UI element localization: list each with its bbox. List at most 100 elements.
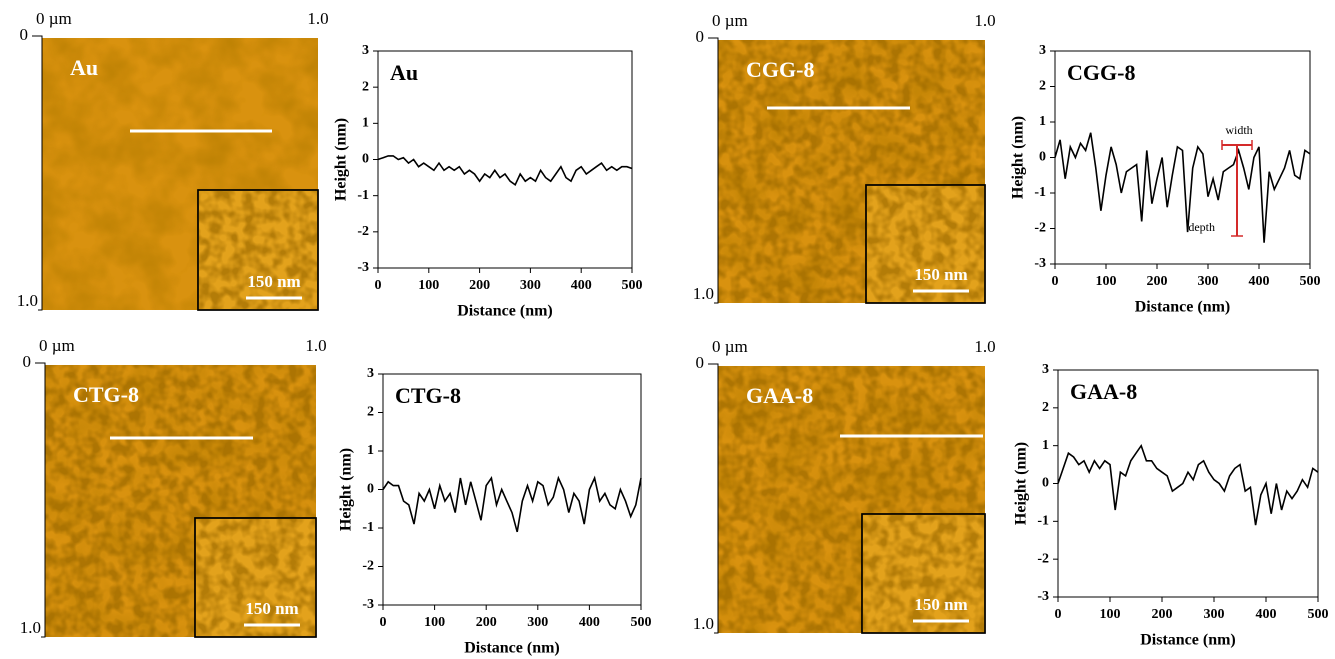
y-tick-label: -3 <box>1037 589 1049 604</box>
plot-frame <box>382 373 642 606</box>
image-axis <box>708 37 719 304</box>
profile-line <box>377 155 633 187</box>
profile-line <box>1054 132 1311 243</box>
image-label: Au <box>70 55 98 80</box>
inset-texture <box>198 190 318 310</box>
chart-title: CTG-8 <box>395 383 461 408</box>
y-tick-label: -3 <box>362 597 374 612</box>
plot-frame <box>1057 369 1319 598</box>
profile-line <box>382 475 642 533</box>
annotation: depth <box>1188 220 1215 234</box>
x-tick-label: 100 <box>418 278 439 293</box>
x-tick-label: 500 <box>1300 274 1321 289</box>
y-tick-label: -2 <box>362 559 374 574</box>
profile-chart: -3 -2 -1 0 1 2 3 0 100 200 300 400 500 Distance (nm) H… <box>338 366 652 656</box>
x-tick-label: 100 <box>424 615 445 630</box>
afm-image: 150 nm GAA-8 0 µm 1.0 0 1.0 <box>693 337 996 634</box>
inset-border <box>194 517 317 638</box>
image-label: CTG-8 <box>73 382 139 407</box>
inset-border <box>865 184 986 304</box>
profile-line <box>1057 443 1319 526</box>
y-tick-label: 1 <box>1042 438 1049 453</box>
scale-bar-label: 150 nm <box>914 595 967 614</box>
inset-border <box>197 189 319 311</box>
x-tick-label: 0 <box>375 278 382 293</box>
x-axis-title: Distance (nm) <box>1135 299 1231 316</box>
y-axis-end: 1.0 <box>20 618 41 637</box>
x-tick-label: 200 <box>469 278 490 293</box>
y-tick-label: 1 <box>362 116 369 131</box>
x-tick-label: 200 <box>1152 607 1173 622</box>
x-axis-title: Distance (nm) <box>1140 632 1236 649</box>
x-axis-end: 1.0 <box>974 337 995 356</box>
image-axis <box>35 362 46 638</box>
inset-texture <box>866 185 985 303</box>
y-tick-label: 1 <box>367 443 374 458</box>
y-tick-label: 2 <box>1039 79 1046 94</box>
x-tick-label: 200 <box>476 615 497 630</box>
y-tick-label: 0 <box>1039 150 1046 165</box>
inset-texture <box>195 518 316 637</box>
x-tick-label: 400 <box>1256 607 1277 622</box>
x-tick-label: 100 <box>1096 274 1117 289</box>
annotation: width <box>1225 123 1252 137</box>
y-tick-label: -2 <box>357 224 369 239</box>
y-axis-end: 1.0 <box>17 291 38 310</box>
x-tick-label: 500 <box>1308 607 1329 622</box>
y-tick-label: 1 <box>1039 114 1046 129</box>
y-axis-title: Height (nm) <box>1013 442 1030 525</box>
x-tick-label: 0 <box>1052 274 1059 289</box>
x-tick-label: 100 <box>1100 607 1121 622</box>
y-tick-label: 3 <box>362 43 369 58</box>
x-tick-label: 500 <box>631 615 652 630</box>
x-axis-start: 0 µm <box>36 9 72 28</box>
image-axis <box>32 35 43 311</box>
inset-border <box>861 513 986 634</box>
profile-chart: -3 -2 -1 0 1 2 3 0 100 200 300 400 500 Distance (nm) H… <box>333 43 643 319</box>
y-tick-label: 2 <box>1042 400 1049 415</box>
y-axis-start: 0 <box>696 27 705 46</box>
profile-chart: -3 -2 -1 0 1 2 3 0 100 200 300 400 500 Distance (nm) H… <box>1013 362 1329 648</box>
y-axis-title: Height (nm) <box>1010 116 1027 199</box>
scale-bar-label: 150 nm <box>914 265 967 284</box>
y-tick-label: 3 <box>1042 362 1049 377</box>
x-tick-label: 400 <box>571 278 592 293</box>
y-tick-label: -2 <box>1034 221 1046 236</box>
y-tick-label: 2 <box>362 79 369 94</box>
x-tick-label: 200 <box>1147 274 1168 289</box>
y-tick-label: -2 <box>1037 551 1049 566</box>
y-axis-end: 1.0 <box>693 614 714 633</box>
y-axis-title: Height (nm) <box>333 118 350 201</box>
y-tick-label: 0 <box>1042 476 1049 491</box>
x-tick-label: 300 <box>1198 274 1219 289</box>
y-tick-label: 3 <box>1039 43 1046 58</box>
y-axis-start: 0 <box>20 25 29 44</box>
x-axis-end: 1.0 <box>307 9 328 28</box>
x-tick-label: 500 <box>622 278 643 293</box>
y-tick-label: 2 <box>367 405 374 420</box>
x-axis-end: 1.0 <box>305 336 326 355</box>
scale-bar-label: 150 nm <box>247 272 300 291</box>
plot-frame <box>377 50 633 269</box>
x-axis-start: 0 µm <box>712 11 748 30</box>
y-tick-label: 0 <box>362 152 369 167</box>
x-axis-start: 0 µm <box>712 337 748 356</box>
x-tick-label: 300 <box>527 615 548 630</box>
scale-bar-label: 150 nm <box>245 599 298 618</box>
y-tick-label: -1 <box>357 188 369 203</box>
afm-image: 150 nm CGG-8 0 µm 1.0 0 1.0 <box>693 11 996 304</box>
chart-title: GAA-8 <box>1070 379 1137 404</box>
afm-image: 150 nm CTG-8 0 µm 1.0 0 1.0 <box>20 336 327 638</box>
y-tick-label: 3 <box>367 366 374 381</box>
x-tick-label: 0 <box>380 615 387 630</box>
x-tick-label: 400 <box>1249 274 1270 289</box>
x-axis-start: 0 µm <box>39 336 75 355</box>
y-axis-title: Height (nm) <box>338 448 355 531</box>
y-tick-label: -1 <box>1034 185 1046 200</box>
x-axis-end: 1.0 <box>974 11 995 30</box>
x-tick-label: 400 <box>579 615 600 630</box>
x-tick-label: 300 <box>1204 607 1225 622</box>
x-tick-label: 0 <box>1055 607 1062 622</box>
y-axis-start: 0 <box>23 352 32 371</box>
image-axis <box>708 363 719 634</box>
